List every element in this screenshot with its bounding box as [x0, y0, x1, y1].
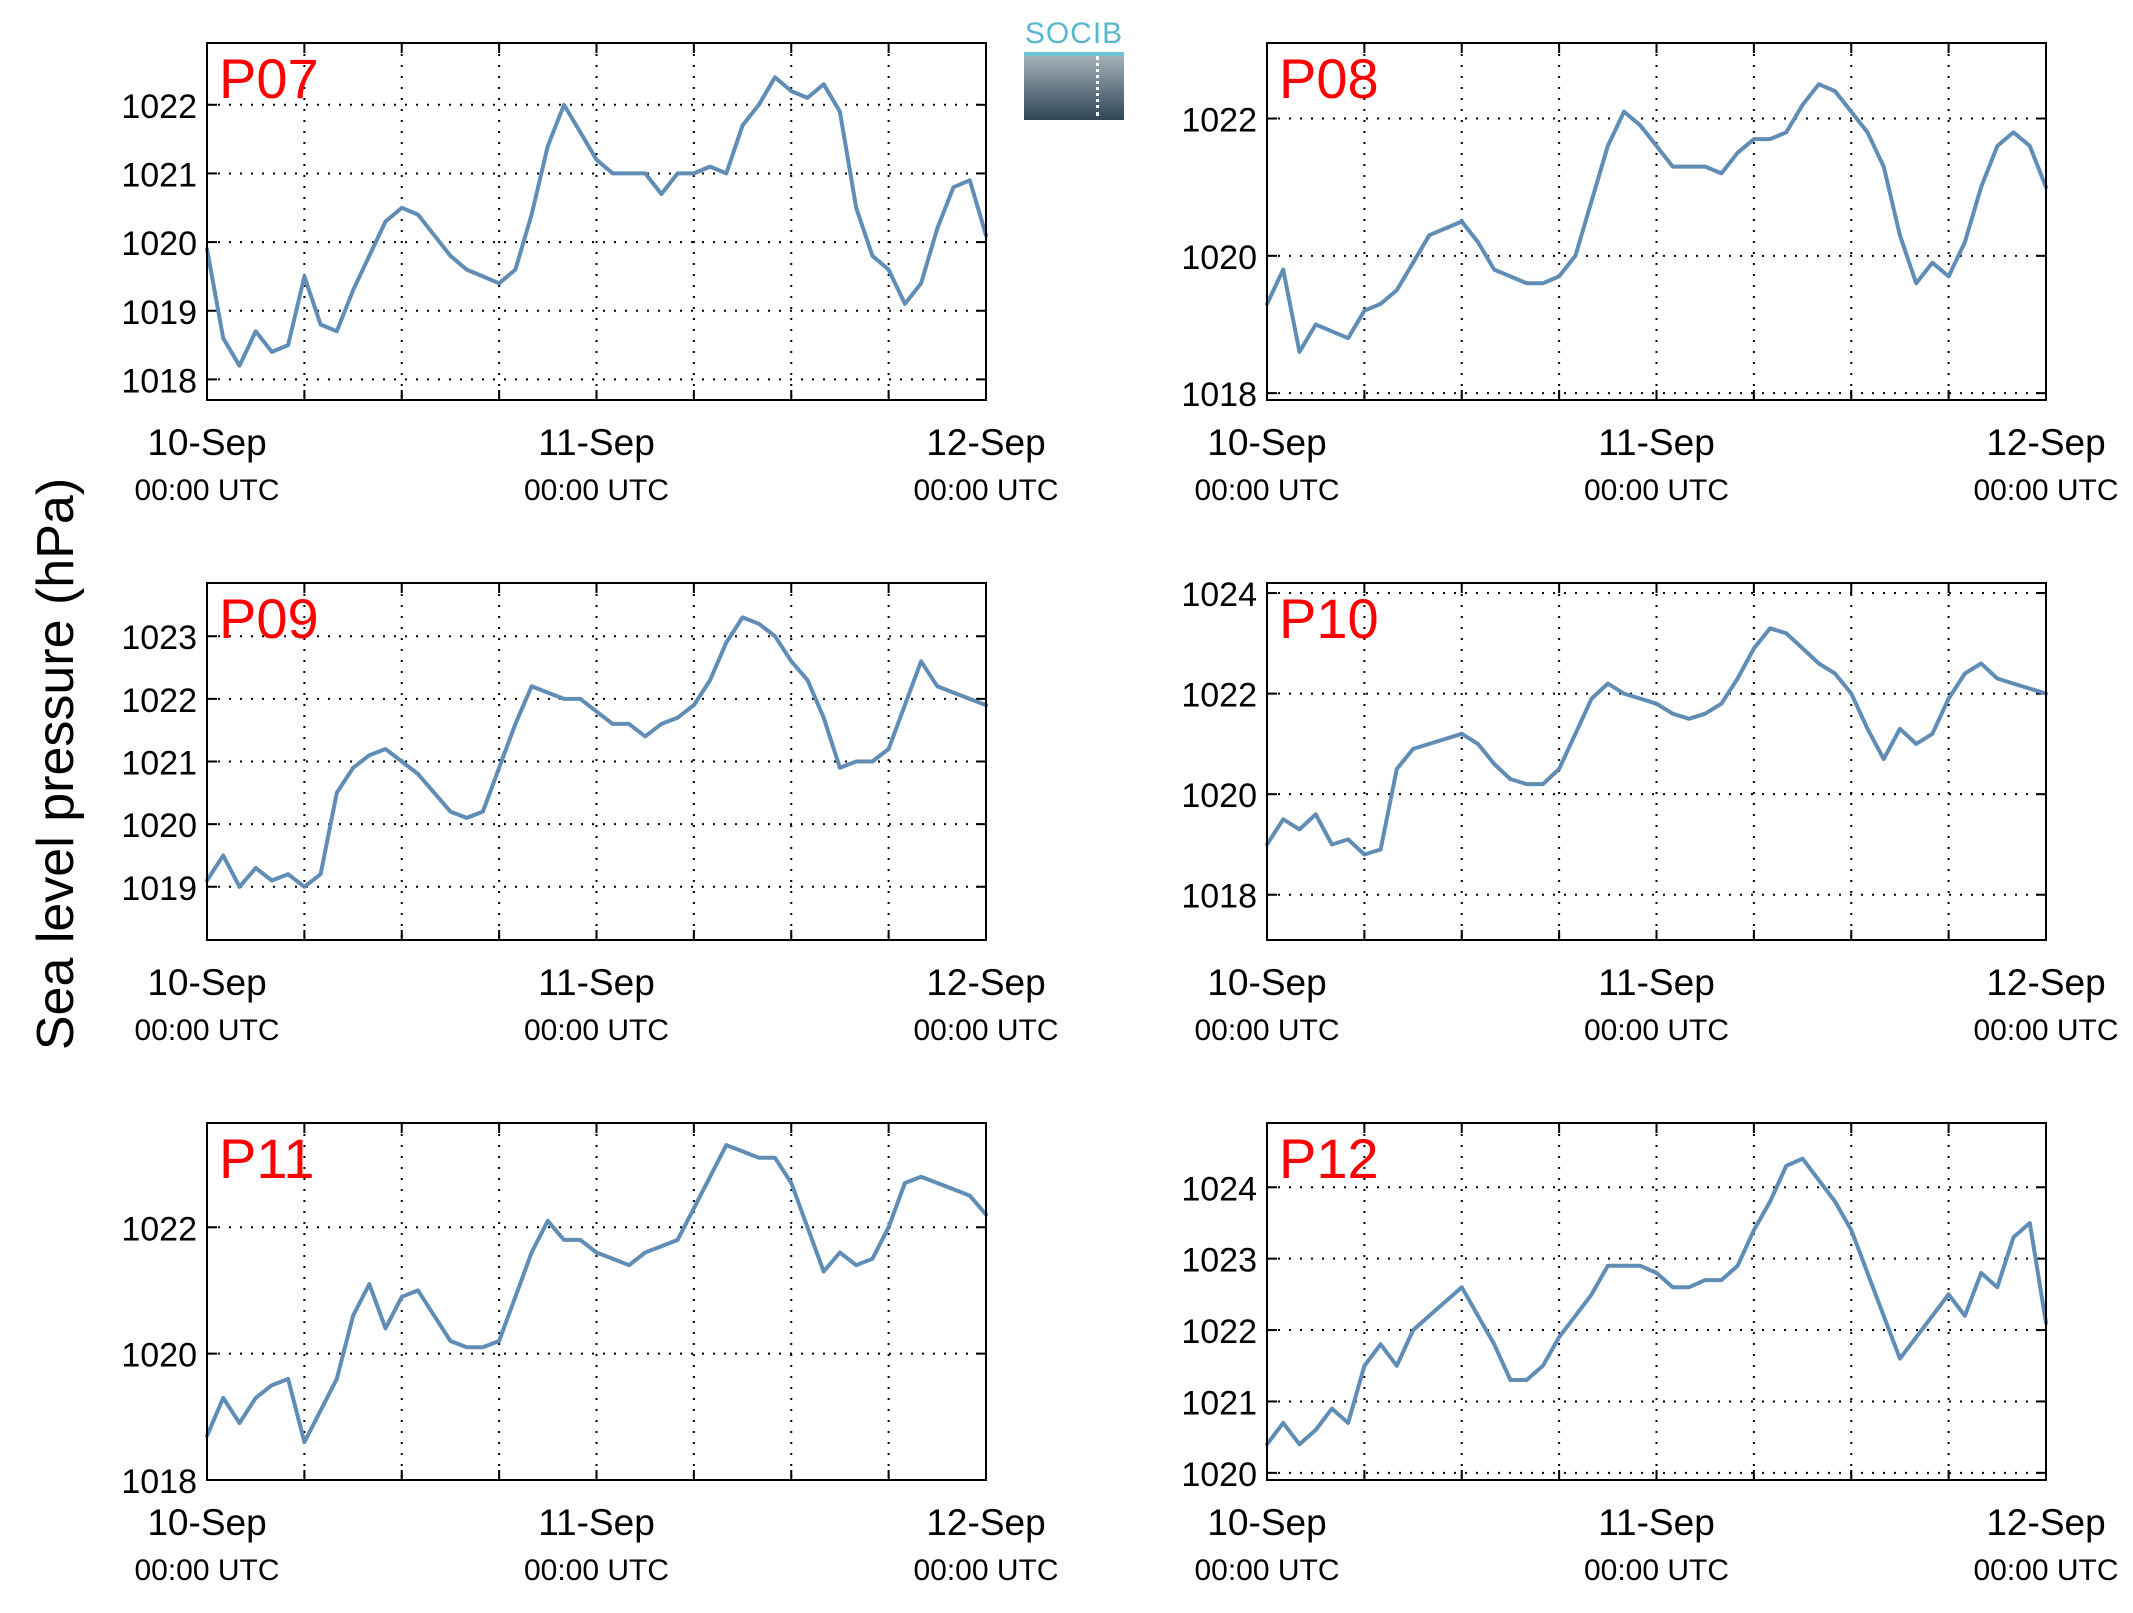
station-label: P12 [1279, 1127, 1379, 1190]
x-tick-label-date: 12-Sep [1986, 1502, 2105, 1543]
x-tick-label-time: 00:00 UTC [913, 1554, 1058, 1587]
y-tick-label: 1021 [121, 156, 197, 194]
y-tick-label: 1022 [121, 682, 197, 720]
x-tick-label-time: 00:00 UTC [1194, 474, 1339, 507]
x-tick-label-date: 11-Sep [538, 1502, 655, 1543]
x-tick-label-time: 00:00 UTC [524, 1554, 669, 1587]
y-tick-label: 1022 [1181, 1313, 1257, 1351]
y-tick-label: 1018 [1181, 878, 1257, 916]
x-tick-label-time: 00:00 UTC [134, 1014, 279, 1047]
chart-panel-p08: 1018 1020 1022 10-Sep 00:00 UTC 11-Sep 00:00 U… [1181, 42, 2119, 507]
station-label: P08 [1279, 47, 1379, 110]
series-line-p09 [205, 615, 988, 889]
x-tick-label-date: 11-Sep [1598, 962, 1715, 1003]
axes-frame [1266, 42, 2047, 401]
x-tick-label-time: 00:00 UTC [913, 1014, 1058, 1047]
y-tick-label: 1021 [1181, 1384, 1257, 1422]
x-tick-label-time: 00:00 UTC [524, 1014, 669, 1047]
x-tick-label-date: 10-Sep [1207, 422, 1326, 463]
y-tick-label: 1024 [1181, 576, 1257, 614]
x-tick-label-time: 00:00 UTC [134, 474, 279, 507]
x-tick-label-time: 00:00 UTC [1584, 1014, 1729, 1047]
y-tick-label: 1019 [121, 294, 197, 332]
axes-frame [206, 1122, 987, 1481]
x-tick-label-time: 00:00 UTC [134, 1554, 279, 1587]
chart-panel-p10: 1018 1020 1022 1024 10-Sep 00:00 UTC 11-Sep 00:… [1181, 576, 2118, 1047]
y-tick-label: 1023 [1181, 1242, 1257, 1280]
y-tick-label: 1019 [121, 870, 197, 908]
logo-graphic [1024, 52, 1124, 120]
y-tick-label: 1020 [121, 1337, 197, 1375]
x-tick-label-date: 12-Sep [1986, 422, 2105, 463]
chart-panel-p09: 1019 1020 1021 1022 1023 10-Sep 00:00 UTC 11-Se… [121, 582, 1059, 1047]
x-tick-label-date: 11-Sep [538, 422, 655, 463]
x-tick-label-time: 00:00 UTC [1584, 1554, 1729, 1587]
axes-frame [206, 582, 987, 941]
x-tick-label-date: 10-Sep [1207, 962, 1326, 1003]
series-line-p07 [205, 75, 988, 368]
y-axis-label: Sea level pressure (hPa) [27, 477, 85, 1051]
series-line-p08 [1265, 82, 2048, 354]
x-tick-label-time: 00:00 UTC [1973, 474, 2118, 507]
x-tick-label-time: 00:00 UTC [913, 474, 1058, 507]
x-tick-label-time: 00:00 UTC [1194, 1014, 1339, 1047]
x-tick-label-date: 12-Sep [926, 962, 1045, 1003]
x-tick-label-time: 00:00 UTC [1973, 1014, 2118, 1047]
y-tick-label: 1020 [121, 807, 197, 845]
axes-frame [1266, 1122, 2047, 1481]
y-tick-label: 1018 [121, 362, 197, 400]
y-tick-label: 1020 [121, 225, 197, 263]
y-tick-label: 1022 [1181, 102, 1257, 140]
x-tick-label-time: 00:00 UTC [1584, 474, 1729, 507]
socib-logo: SOCIB [1024, 16, 1124, 120]
x-tick-label-time: 00:00 UTC [1973, 1554, 2118, 1587]
station-label: P09 [219, 587, 319, 650]
x-tick-label-date: 10-Sep [147, 422, 266, 463]
chart-panel-p07: 1018 1019 1020 1021 1022 10-Sep 00:00 UTC 11-Se… [121, 42, 1059, 507]
y-tick-label: 1020 [1181, 777, 1257, 815]
x-tick-label-date: 12-Sep [926, 1502, 1045, 1543]
station-label: P10 [1279, 587, 1379, 650]
x-tick-label-date: 11-Sep [1598, 1502, 1715, 1543]
x-tick-label-date: 10-Sep [147, 962, 266, 1003]
station-label: P07 [219, 47, 319, 110]
y-tick-label: 1022 [121, 1210, 197, 1248]
y-tick-label: 1018 [121, 1463, 197, 1501]
x-tick-label-date: 11-Sep [1598, 422, 1715, 463]
x-tick-label-date: 12-Sep [926, 422, 1045, 463]
x-tick-label-date: 11-Sep [538, 962, 655, 1003]
chart-panel-p12: 1020 1021 1022 1023 1024 10-Sep 00:00 UTC 11-Se… [1181, 1122, 2119, 1587]
y-tick-label: 1018 [1181, 376, 1257, 414]
chart-panel-p11: 1018 1020 1022 10-Sep 00:00 UTC 11-Sep 00:00 U… [121, 1122, 1059, 1587]
x-tick-label-date: 12-Sep [1986, 962, 2105, 1003]
series-line-p10 [1265, 626, 2048, 857]
y-tick-label: 1023 [121, 619, 197, 657]
x-tick-label-time: 00:00 UTC [1194, 1554, 1339, 1587]
x-tick-label-date: 10-Sep [147, 1502, 266, 1543]
y-tick-label: 1024 [1181, 1170, 1257, 1208]
y-tick-label: 1020 [1181, 1456, 1257, 1494]
station-label: P11 [219, 1127, 314, 1190]
y-tick-label: 1022 [121, 88, 197, 126]
y-tick-label: 1022 [1181, 677, 1257, 715]
series-line-p11 [205, 1143, 988, 1445]
x-tick-label-time: 00:00 UTC [524, 474, 669, 507]
axes-frame [1266, 582, 2047, 941]
y-tick-label: 1020 [1181, 239, 1257, 277]
series-line-p12 [1265, 1156, 2048, 1447]
logo-text: SOCIB [1024, 17, 1124, 50]
axes-frame [206, 42, 987, 401]
y-tick-label: 1021 [121, 745, 197, 783]
logo-dotted-line [1096, 56, 1099, 116]
x-tick-label-date: 10-Sep [1207, 1502, 1326, 1543]
